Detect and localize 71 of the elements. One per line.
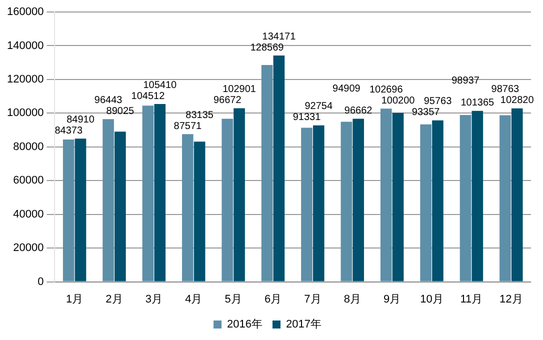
bar bbox=[154, 104, 166, 282]
data-label: 96443 bbox=[94, 94, 123, 106]
data-label: 98763 bbox=[491, 84, 520, 96]
data-label: 83135 bbox=[186, 110, 214, 121]
legend-label: 2017年 bbox=[286, 318, 322, 331]
y-tick-label: 0 bbox=[38, 276, 44, 288]
x-tick-label: 10月 bbox=[420, 293, 444, 306]
data-label: 102696 bbox=[369, 84, 404, 96]
bar bbox=[420, 124, 432, 282]
bar bbox=[312, 125, 324, 282]
bar bbox=[500, 115, 511, 282]
data-label: 101365 bbox=[460, 98, 495, 109]
data-label: 84373 bbox=[54, 125, 83, 136]
bar bbox=[182, 134, 194, 282]
data-label: 95763 bbox=[424, 96, 452, 108]
data-label: 102820 bbox=[500, 95, 534, 106]
x-tick-label: 12月 bbox=[500, 293, 523, 306]
x-tick-label: 3月 bbox=[145, 293, 162, 306]
y-tick-label: 60000 bbox=[13, 174, 44, 187]
x-tick-label: 1月 bbox=[66, 293, 84, 306]
bar bbox=[472, 110, 484, 282]
data-label: 134171 bbox=[262, 31, 296, 42]
data-label: 89025 bbox=[106, 106, 135, 117]
bar bbox=[261, 65, 273, 282]
bar bbox=[352, 118, 364, 282]
bar bbox=[194, 142, 206, 282]
x-tick-label: 9月 bbox=[384, 293, 401, 306]
data-label: 105410 bbox=[143, 80, 178, 91]
bar bbox=[460, 114, 472, 282]
y-tick-label: 120000 bbox=[6, 73, 44, 86]
data-label: 100200 bbox=[381, 95, 416, 106]
x-tick-label: 4月 bbox=[185, 293, 202, 306]
data-label: 96672 bbox=[213, 95, 242, 106]
x-tick-label: 6月 bbox=[264, 293, 282, 306]
bar bbox=[62, 140, 74, 282]
bar bbox=[142, 106, 154, 282]
data-label: 102901 bbox=[222, 84, 256, 96]
bar bbox=[102, 119, 114, 282]
bar bbox=[432, 120, 444, 282]
y-tick-label: 40000 bbox=[13, 208, 44, 220]
bar bbox=[234, 108, 245, 282]
data-label: 91331 bbox=[292, 112, 322, 124]
legend-label: 2016年 bbox=[227, 318, 263, 331]
data-label: 96662 bbox=[344, 106, 373, 117]
bar bbox=[222, 118, 234, 282]
y-tick-label: 80000 bbox=[13, 140, 44, 153]
bar bbox=[74, 138, 86, 282]
x-tick-label: 8月 bbox=[344, 293, 361, 306]
bar bbox=[301, 128, 312, 282]
bar bbox=[340, 122, 352, 282]
bar bbox=[114, 132, 126, 282]
data-label: 104512 bbox=[131, 90, 166, 102]
data-label: 84910 bbox=[66, 114, 95, 126]
data-label: 87571 bbox=[174, 120, 202, 132]
data-label: 98937 bbox=[452, 76, 480, 87]
bar bbox=[273, 56, 285, 282]
bar bbox=[392, 112, 404, 282]
data-label: 92754 bbox=[304, 101, 333, 112]
bar bbox=[511, 108, 523, 282]
data-label: 94909 bbox=[332, 84, 361, 95]
x-tick-label: 2月 bbox=[106, 293, 123, 306]
bar bbox=[380, 108, 392, 282]
y-tick-label: 160000 bbox=[6, 6, 44, 18]
y-tick-label: 100000 bbox=[6, 107, 44, 120]
data-label: 93357 bbox=[412, 107, 440, 118]
y-tick-label: 20000 bbox=[13, 242, 44, 254]
x-tick-label: 7月 bbox=[304, 293, 322, 306]
x-tick-label: 5月 bbox=[224, 293, 242, 306]
x-tick-label: 11月 bbox=[460, 293, 483, 306]
y-tick-label: 140000 bbox=[6, 40, 44, 52]
data-label: 128569 bbox=[250, 42, 284, 54]
